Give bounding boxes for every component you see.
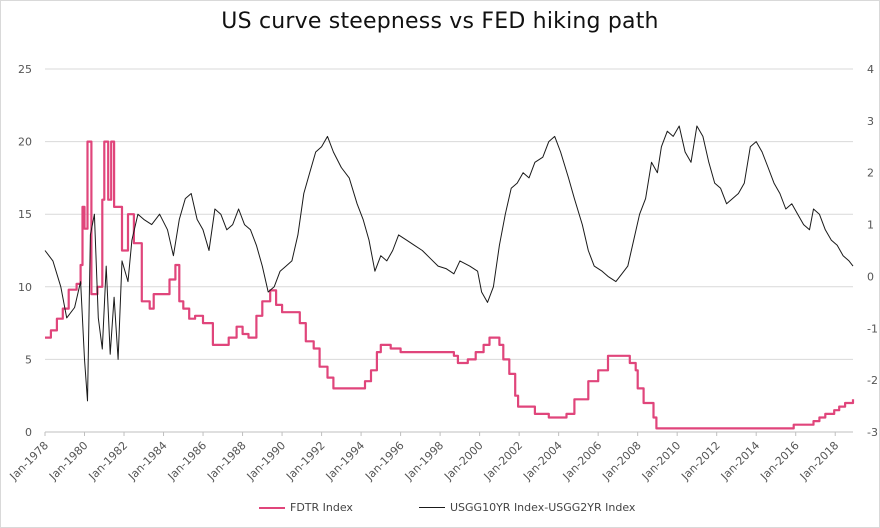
x-tick-label: Jan-1988 [204,439,248,483]
legend-swatch-spread [419,507,445,508]
x-tick-label: Jan-2018 [797,439,841,483]
legend-item-spread: USGG10YR Index-USGG2YR Index [419,501,635,514]
x-tick-label: Jan-2002 [481,439,525,483]
x-tick-label: Jan-2010 [639,439,683,483]
x-tick-label: Jan-2012 [678,439,722,483]
y-right-tick-label: 4 [867,63,874,76]
y-right-tick-label: -1 [867,322,878,335]
y-left-tick-labels: 0 5 10 15 20 25 [18,63,32,439]
legend-item-fdtr: FDTR Index [259,501,353,514]
y-left-tick-label: 10 [18,281,32,294]
y-right-tick-label: -2 [867,374,878,387]
y-right-tick-label: 1 [867,219,874,232]
x-tick-label: Jan-1996 [362,439,406,483]
x-tick-label: Jan-2006 [560,439,604,483]
y-right-tick-label: 3 [867,115,874,128]
y-right-tick-label: -3 [867,426,878,439]
y-left-tick-label: 20 [18,136,32,149]
gridlines [45,68,853,433]
x-tick-label: Jan-2000 [441,439,485,483]
x-tick-label: Jan-1986 [165,439,209,483]
x-tick-label: Jan-1992 [283,439,327,483]
series-line-fdtr [45,140,855,430]
y-right-tick-label: 0 [867,270,874,283]
x-tick-label: Jan-2014 [718,439,762,483]
x-tick-label: Jan-2004 [520,439,564,483]
y-right-tick-label: 2 [867,167,874,180]
x-tick-label: Jan-1998 [402,439,446,483]
legend: FDTR Index USGG10YR Index-USGG2YR Index [1,501,879,521]
x-tick-label: Jan-1990 [244,439,288,483]
x-tick-label: Jan-1994 [323,439,367,483]
chart-title: US curve steepness vs FED hiking path [221,9,659,34]
x-tick-label: Jan-1982 [86,439,130,483]
x-tick-label: Jan-1980 [46,439,90,483]
x-tick-label: Jan-1984 [125,439,169,483]
series-line-spread [44,125,854,402]
x-tick-label: Jan-2016 [757,439,801,483]
legend-label-spread: USGG10YR Index-USGG2YR Index [450,501,636,514]
y-left-tick-label: 5 [25,353,32,366]
y-left-tick-label: 0 [25,426,32,439]
legend-swatch-fdtr [259,506,285,509]
y-left-tick-label: 25 [18,63,32,76]
legend-label-fdtr: FDTR Index [290,501,353,514]
y-left-tick-label: 15 [18,208,32,221]
x-tick-label: Jan-1978 [7,439,51,483]
y-right-tick-labels: -3 -2 -1 0 1 2 3 4 [867,63,878,439]
x-tick-label: Jan-2008 [599,439,643,483]
x-tick-labels: Jan-1978Jan-1980Jan-1982Jan-1984Jan-1986… [7,432,841,483]
series-layer [44,125,855,430]
